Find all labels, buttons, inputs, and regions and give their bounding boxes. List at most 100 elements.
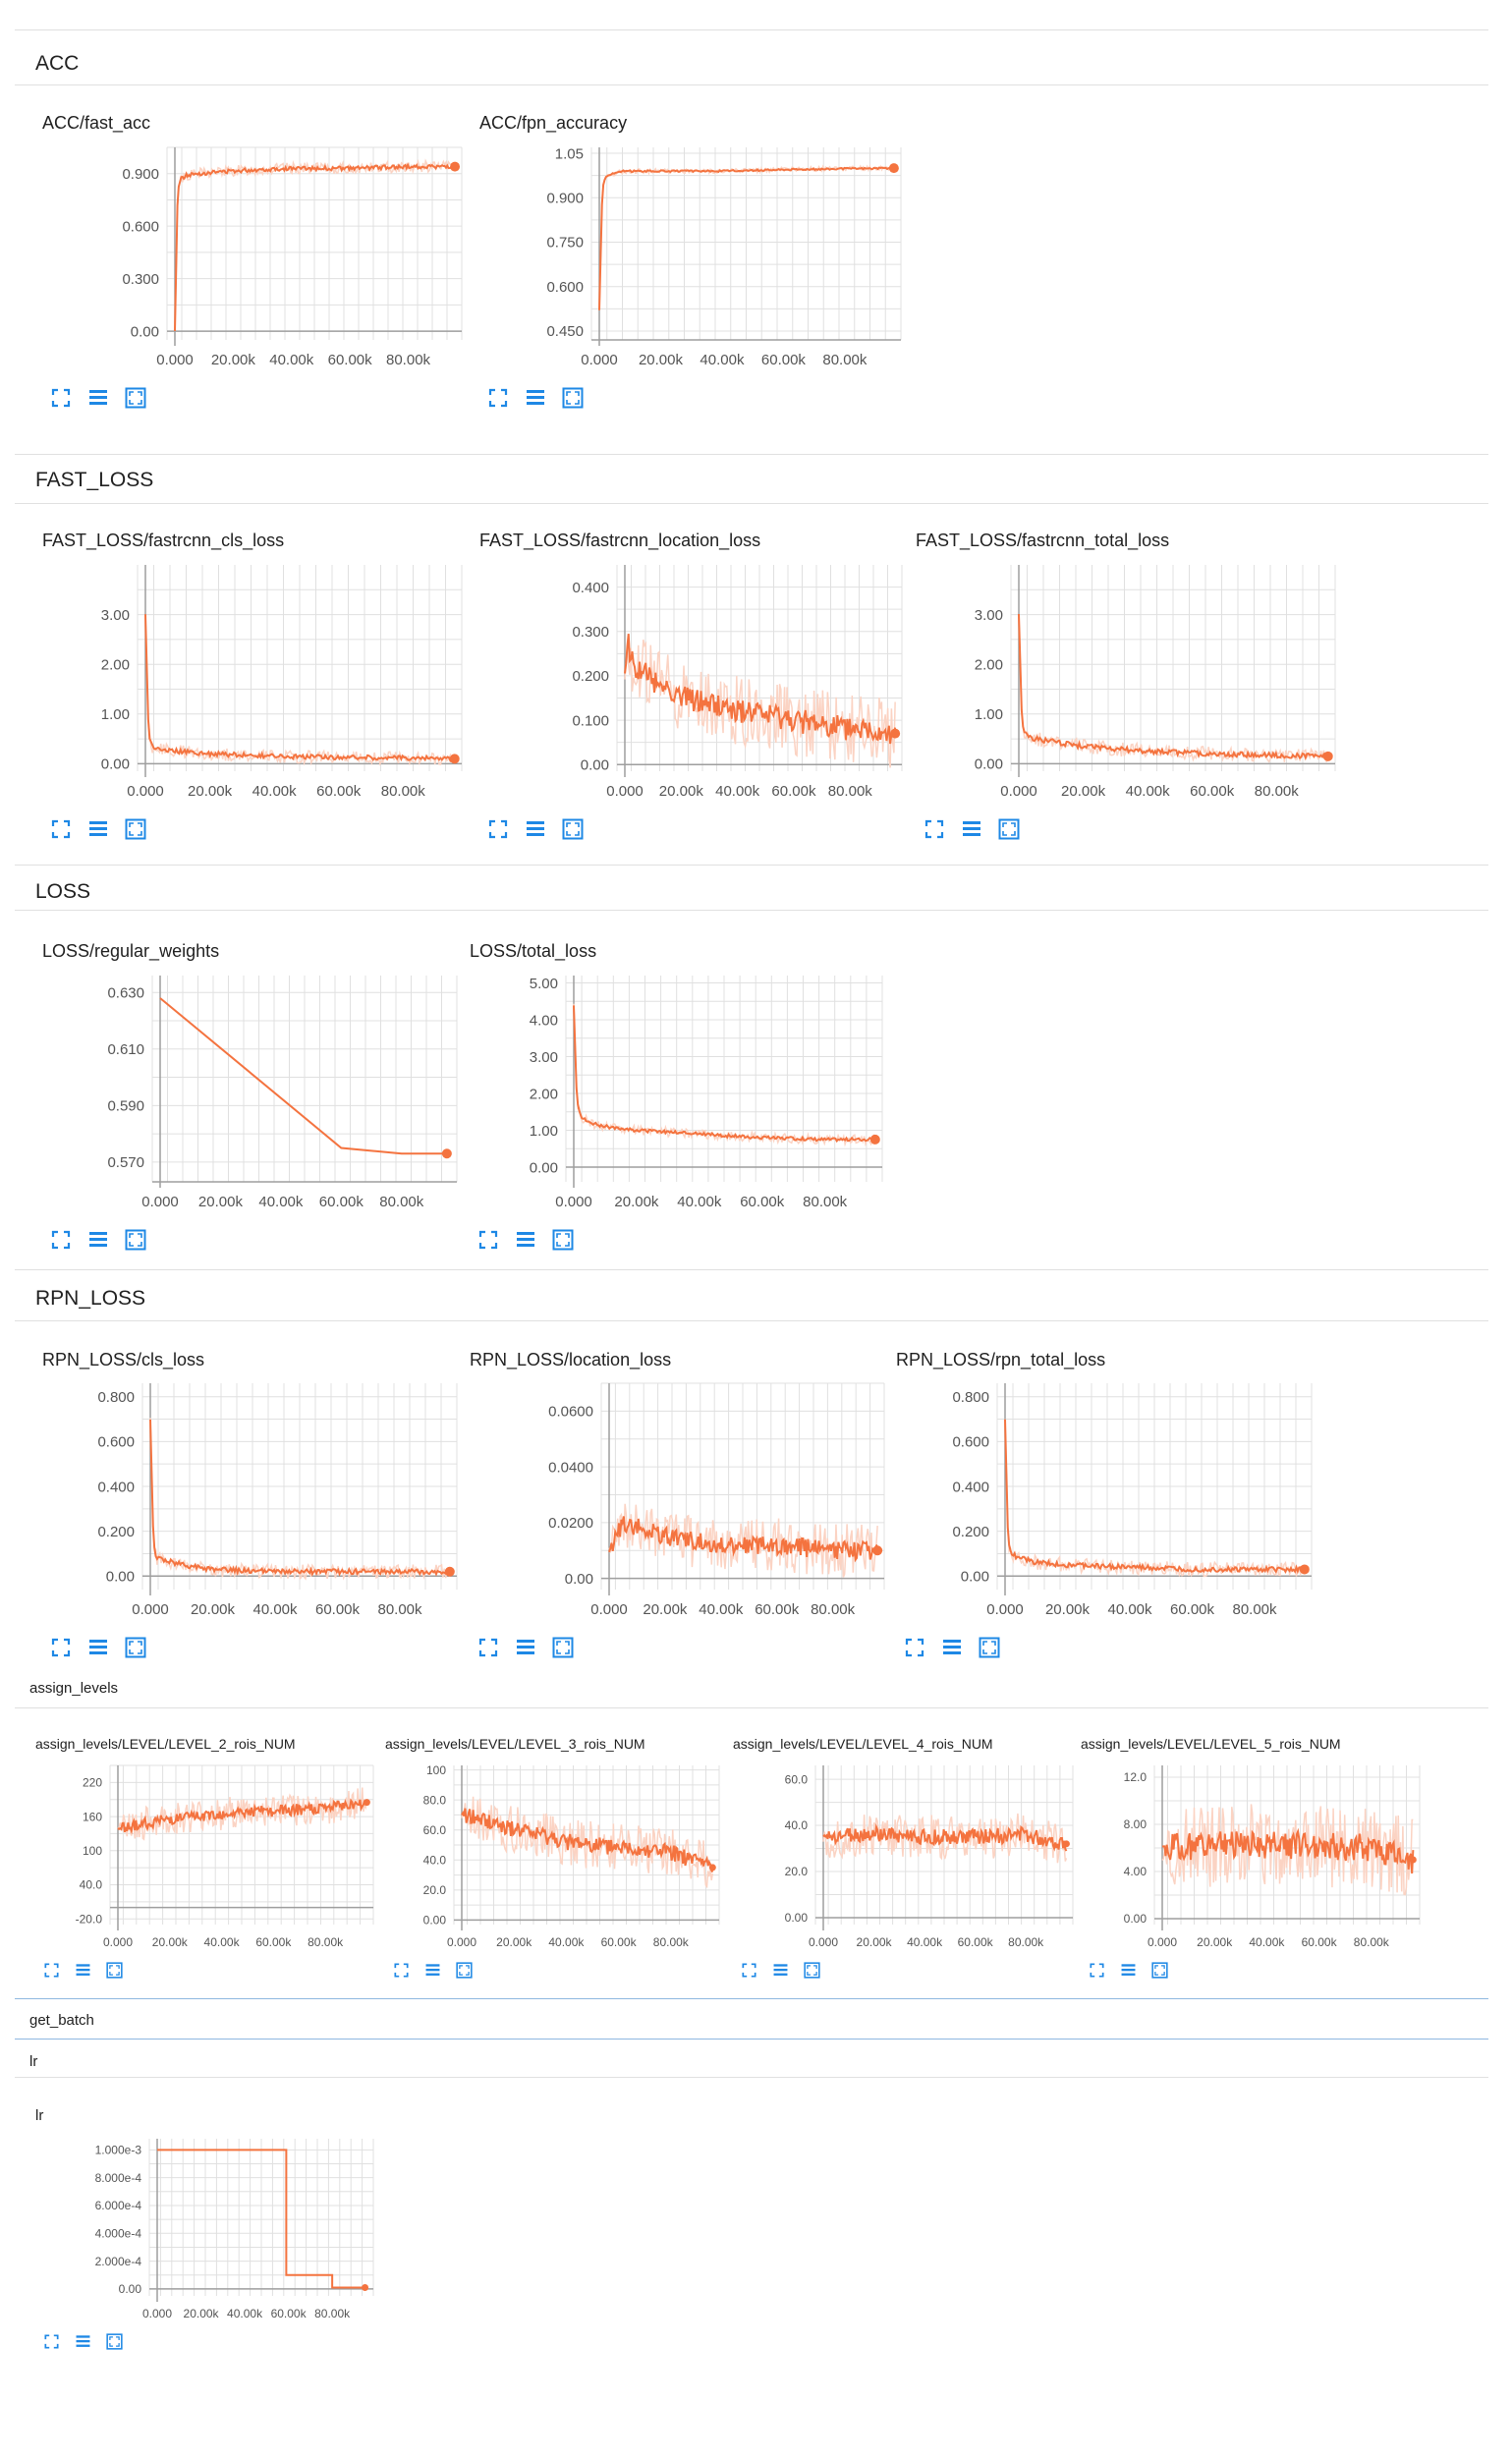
- y-tick-label: 3.00: [975, 607, 1003, 624]
- toggle-log-scale-icon[interactable]: [772, 1962, 790, 1979]
- section-title-fast-loss[interactable]: FAST_LOSS: [35, 469, 154, 491]
- fullscreen-icon[interactable]: [552, 1229, 576, 1251]
- y-tick-label: 2.00: [530, 1086, 558, 1102]
- chart-plot[interactable]: 0.800 0.600 0.400 0.200 0.00 0.000 20.00k 40.00…: [952, 1383, 1313, 1619]
- section-title-loss[interactable]: LOSS: [35, 880, 91, 903]
- fit-domain-icon[interactable]: [43, 2333, 61, 2350]
- chart-plot[interactable]: 3.00 2.00 1.00 0.00 0.000 20.00k 40.00k 60.00k 8…: [975, 565, 1336, 801]
- chart-plot[interactable]: 5.00 4.00 3.00 2.00 1.00 0.00 0.000 20.00k 40.00…: [530, 976, 883, 1211]
- fit-domain-icon[interactable]: [904, 1637, 927, 1658]
- fit-domain-icon[interactable]: [50, 1229, 74, 1251]
- x-tick-label: 40.00k: [204, 1935, 241, 1949]
- section-title-acc[interactable]: ACC: [35, 52, 80, 75]
- fullscreen-icon[interactable]: [562, 387, 586, 409]
- chart-plot[interactable]: 100 80.0 60.0 40.0 20.0 0.000.000 20.00k 40.00k…: [423, 1763, 720, 1954]
- fit-domain-icon[interactable]: [50, 387, 74, 409]
- fullscreen-icon[interactable]: [1151, 1962, 1169, 1979]
- x-tick-label: 20.00k: [659, 783, 704, 800]
- toggle-log-scale-icon[interactable]: [515, 1637, 538, 1658]
- chart-plot[interactable]: 1.05 0.900 0.750 0.600 0.450 0.000 20.00k 40.00…: [546, 145, 902, 369]
- y-tick-label: 20.0: [423, 1883, 447, 1897]
- y-tick-label: 0.600: [97, 1434, 135, 1451]
- section-title-rpn-loss[interactable]: RPN_LOSS: [35, 1287, 146, 1310]
- last-value-dot: [450, 161, 461, 172]
- toggle-log-scale-icon[interactable]: [87, 1229, 111, 1251]
- fit-domain-icon[interactable]: [393, 1962, 411, 1979]
- fit-domain-icon[interactable]: [477, 1637, 501, 1658]
- toggle-log-scale-icon[interactable]: [424, 1962, 442, 1979]
- toggle-log-scale-icon[interactable]: [961, 818, 984, 840]
- last-value-dot: [1299, 1564, 1310, 1575]
- fullscreen-icon[interactable]: [125, 818, 148, 840]
- fullscreen-icon[interactable]: [998, 818, 1022, 840]
- chart-plot[interactable]: 12.0 8.00 4.00 0.000.000 20.00k 40.00k 60.00k 8…: [1124, 1765, 1421, 1954]
- toggle-log-scale-icon[interactable]: [515, 1229, 538, 1251]
- chart-plot[interactable]: 0.630 0.610 0.590 0.570 0.000 20.00k 40.00k 60.…: [107, 976, 458, 1211]
- section-separator: [15, 1269, 1488, 1270]
- x-tick-label: 80.00k: [308, 1935, 344, 1949]
- chart-title: LOSS/total_loss: [470, 941, 597, 961]
- section-title-assign-levels[interactable]: assign_levels: [29, 1680, 119, 1697]
- y-tick-label: 0.600: [122, 218, 159, 235]
- chart-plot[interactable]: 0.400 0.300 0.200 0.100 0.00 0.000 20.00k 40.00…: [572, 565, 903, 801]
- last-value-dot: [1409, 1856, 1417, 1864]
- y-tick-label: 0.00: [565, 1571, 593, 1588]
- fit-domain-icon[interactable]: [487, 818, 511, 840]
- smoothed-series-line: [174, 162, 456, 332]
- fullscreen-icon[interactable]: [979, 1637, 1002, 1658]
- chart-plot[interactable]: 0.800 0.600 0.400 0.200 0.00 0.000 20.00k 40.00…: [97, 1383, 458, 1619]
- toggle-log-scale-icon[interactable]: [87, 1637, 111, 1658]
- last-value-dot: [888, 163, 899, 174]
- section-separator: [15, 865, 1488, 866]
- toggle-log-scale-icon[interactable]: [75, 2333, 92, 2350]
- fit-domain-icon[interactable]: [50, 1637, 74, 1658]
- fullscreen-icon[interactable]: [804, 1962, 821, 1979]
- toggle-log-scale-icon[interactable]: [1120, 1962, 1138, 1979]
- fullscreen-icon[interactable]: [125, 1229, 148, 1251]
- fullscreen-icon[interactable]: [106, 2333, 124, 2350]
- x-tick-label: 20.00k: [198, 1194, 244, 1210]
- chart-plot[interactable]: 0.0600 0.0400 0.0200 0.00 0.000 20.00k 40.00k 6…: [548, 1382, 885, 1619]
- fit-domain-icon[interactable]: [1089, 1962, 1106, 1979]
- fit-domain-icon[interactable]: [924, 818, 947, 840]
- fullscreen-icon[interactable]: [552, 1637, 576, 1658]
- y-tick-label: 0.300: [572, 624, 609, 641]
- fullscreen-icon[interactable]: [456, 1962, 474, 1979]
- y-tick-label: 4.00: [1124, 1865, 1148, 1878]
- fit-domain-icon[interactable]: [487, 387, 511, 409]
- fullscreen-icon[interactable]: [125, 387, 148, 409]
- smoothed-series-line: [822, 1823, 1068, 1852]
- y-tick-label: 0.400: [952, 1479, 989, 1495]
- toggle-log-scale-icon[interactable]: [87, 387, 111, 409]
- toggle-log-scale-icon[interactable]: [75, 1962, 92, 1979]
- chart-toolbar: [487, 387, 586, 409]
- chart-plot[interactable]: 1.000e-3 8.000e-4 6.000e-4 4.000e-4 2.000e-4…: [95, 2139, 374, 2325]
- fit-domain-icon[interactable]: [43, 1962, 61, 1979]
- section-title-get-batch[interactable]: get_batch: [29, 2012, 94, 2029]
- x-tick-label: 60.00k: [601, 1935, 638, 1949]
- chart-plot[interactable]: 3.00 2.00 1.00 0.00 0.000 20.00k 40.00k 60.00k 8…: [101, 565, 463, 801]
- section-title-lr[interactable]: lr: [29, 2053, 38, 2070]
- fit-domain-icon[interactable]: [741, 1962, 758, 1979]
- y-tick-label: 220: [83, 1776, 102, 1790]
- smoothed-series-line: [461, 1808, 714, 1873]
- fit-domain-icon[interactable]: [477, 1229, 501, 1251]
- y-tick-label: 1.00: [101, 706, 130, 723]
- toggle-log-scale-icon[interactable]: [525, 818, 548, 840]
- chart-plot[interactable]: 60.0 40.0 20.0 0.000.000 20.00k 40.00k 60.00k 8…: [785, 1765, 1074, 1954]
- chart-title: FAST_LOSS/fastrcnn_cls_loss: [42, 531, 285, 550]
- x-tick-label: 20.00k: [211, 352, 256, 368]
- fit-domain-icon[interactable]: [50, 818, 74, 840]
- fullscreen-icon[interactable]: [125, 1637, 148, 1658]
- fullscreen-icon[interactable]: [106, 1962, 124, 1979]
- y-tick-label: 0.100: [572, 712, 609, 729]
- fullscreen-icon[interactable]: [562, 818, 586, 840]
- toggle-log-scale-icon[interactable]: [525, 387, 548, 409]
- chart-plot[interactable]: 220 160 100 40.0 -20.00.000 20.00k 40.00k 60.00…: [76, 1764, 374, 1954]
- chart-title: ACC/fast_acc: [42, 113, 151, 133]
- x-tick-label: 20.00k: [184, 2307, 220, 2320]
- toggle-log-scale-icon[interactable]: [87, 818, 111, 840]
- x-tick-label: 80.00k: [386, 352, 431, 368]
- toggle-log-scale-icon[interactable]: [941, 1637, 965, 1658]
- chart-plot[interactable]: 0.900 0.600 0.300 0.00 0.000 20.00k 40.00k 60.0…: [122, 146, 463, 369]
